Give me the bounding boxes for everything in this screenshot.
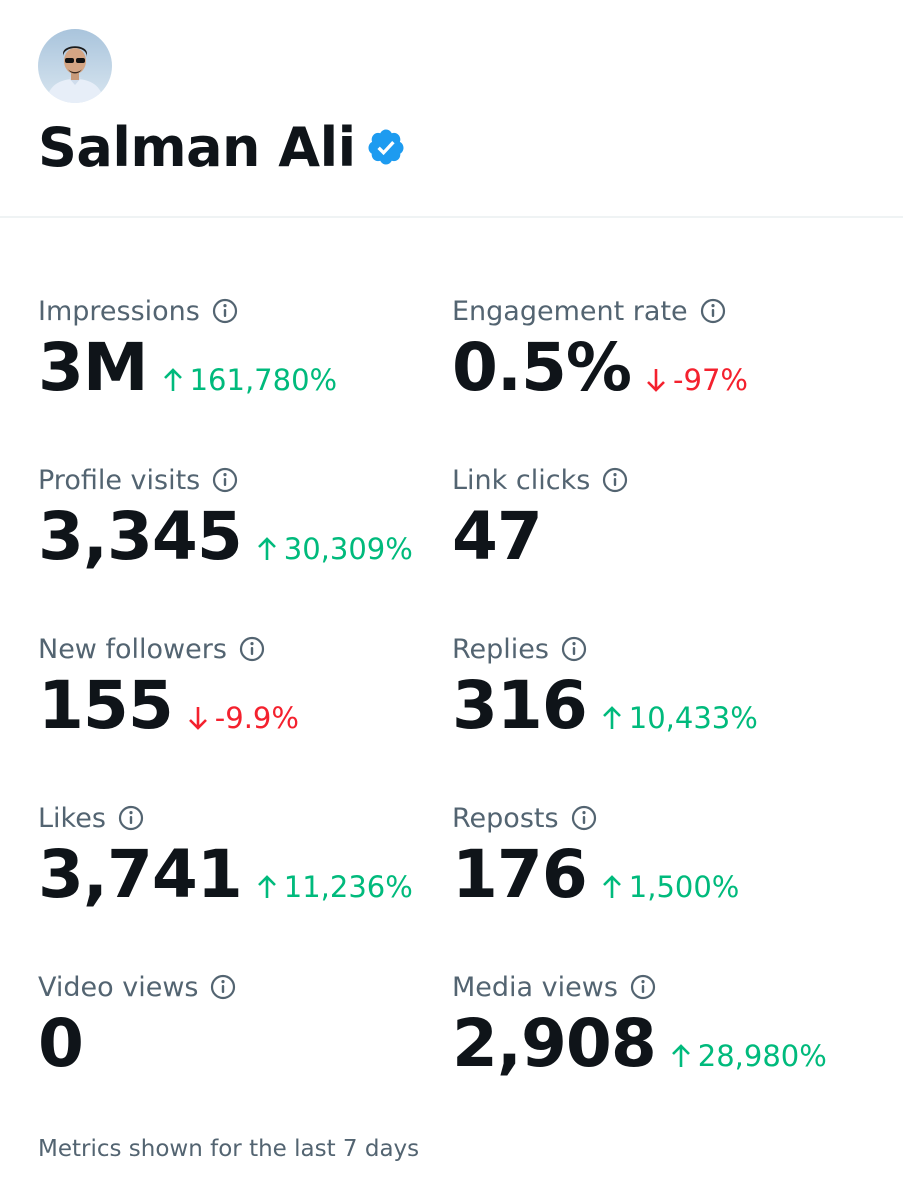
metric-profile-visits[interactable]: Profile visits 3,345 30,309%: [38, 463, 478, 575]
info-icon[interactable]: [210, 974, 236, 1000]
metric-label: Video views: [38, 971, 199, 1003]
metric-label: Media views: [452, 971, 618, 1003]
verified-badge-icon: [366, 127, 406, 167]
metric-value: 47: [452, 498, 543, 575]
metric-value: 176: [452, 836, 588, 913]
metric-likes[interactable]: Likes 3,741 11,236%: [38, 801, 478, 913]
metric-label: Profile visits: [38, 464, 201, 496]
info-icon[interactable]: [561, 636, 587, 662]
metric-label: Reposts: [452, 802, 559, 834]
metric-label: Link clicks: [452, 464, 591, 496]
metric-change-value: 11,236%: [283, 870, 413, 904]
arrow-up-icon: [670, 1042, 692, 1068]
profile-name[interactable]: Salman Ali: [38, 115, 356, 179]
arrow-up-icon: [256, 535, 278, 561]
arrow-up-icon: [256, 873, 278, 899]
metric-value: 3,345: [38, 498, 243, 575]
metric-impressions[interactable]: Impressions 3M 161,780%: [38, 294, 478, 406]
metric-value: 0: [38, 1005, 84, 1082]
metric-replies[interactable]: Replies 316 10,433%: [452, 632, 892, 744]
arrow-up-icon: [162, 366, 184, 392]
metric-change: 11,236%: [256, 870, 413, 904]
avatar[interactable]: [38, 29, 112, 103]
metric-engagement-rate[interactable]: Engagement rate 0.5% -97%: [452, 294, 892, 406]
metric-label: Impressions: [38, 295, 200, 327]
metric-value: 3,741: [38, 836, 243, 913]
metric-change: 161,780%: [162, 363, 337, 397]
metric-label: Engagement rate: [452, 295, 688, 327]
metrics-footer-note: Metrics shown for the last 7 days: [38, 1136, 420, 1162]
metric-change: 1,500%: [601, 870, 740, 904]
metric-value: 3M: [38, 329, 149, 406]
metric-link-clicks[interactable]: Link clicks 47: [452, 463, 892, 575]
info-icon[interactable]: [118, 805, 144, 831]
info-icon[interactable]: [700, 298, 726, 324]
metric-value: 0.5%: [452, 329, 632, 406]
metric-video-views[interactable]: Video views 0: [38, 970, 478, 1082]
metric-change-value: 28,980%: [697, 1039, 827, 1073]
metric-media-views[interactable]: Media views 2,908 28,980%: [452, 970, 892, 1082]
metric-change-value: 10,433%: [628, 701, 758, 735]
info-icon[interactable]: [630, 974, 656, 1000]
metric-new-followers[interactable]: New followers 155 -9.9%: [38, 632, 478, 744]
arrow-down-icon: [645, 366, 667, 392]
profile-header: Salman Ali: [0, 0, 903, 218]
metric-value: 316: [452, 667, 588, 744]
metric-label: Replies: [452, 633, 549, 665]
metric-change-value: 30,309%: [283, 532, 413, 566]
metric-label: Likes: [38, 802, 106, 834]
metric-change: 30,309%: [256, 532, 413, 566]
arrow-up-icon: [601, 704, 623, 730]
info-icon[interactable]: [571, 805, 597, 831]
metric-change: 10,433%: [601, 701, 758, 735]
info-icon[interactable]: [212, 298, 238, 324]
metric-change: -9.9%: [187, 701, 299, 735]
info-icon[interactable]: [212, 467, 238, 493]
info-icon[interactable]: [602, 467, 628, 493]
info-icon[interactable]: [239, 636, 265, 662]
metric-change: 28,980%: [670, 1039, 827, 1073]
metric-change-value: -97%: [673, 363, 748, 397]
metric-value: 2,908: [452, 1005, 657, 1082]
metric-change: -97%: [645, 363, 748, 397]
arrow-up-icon: [601, 873, 623, 899]
metric-change-value: 1,500%: [628, 870, 740, 904]
metric-value: 155: [38, 667, 174, 744]
metric-change-value: -9.9%: [214, 701, 299, 735]
arrow-down-icon: [187, 704, 209, 730]
metric-reposts[interactable]: Reposts 176 1,500%: [452, 801, 892, 913]
metric-label: New followers: [38, 633, 227, 665]
profile-name-row: Salman Ali: [38, 112, 406, 182]
metric-change-value: 161,780%: [189, 363, 338, 397]
header-divider: [0, 216, 903, 218]
